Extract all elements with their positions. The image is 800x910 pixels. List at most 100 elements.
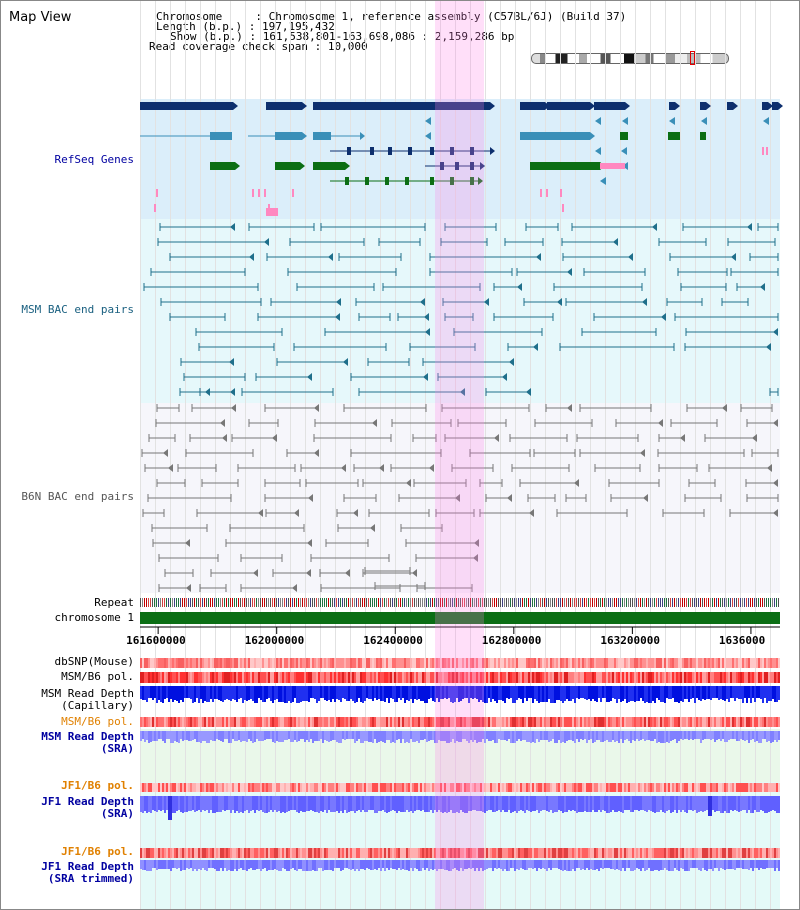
jf1-b6-pol-cell xyxy=(316,848,318,858)
msm-b6-pol-cell xyxy=(156,717,158,727)
msm-depth-cap-bar xyxy=(512,686,514,703)
jf1-depth-sra-bar xyxy=(600,796,602,812)
dbsnp-density-cell xyxy=(362,658,364,668)
repeat-mark xyxy=(258,598,259,607)
msm-b6-pol-cell xyxy=(554,717,556,727)
dbsnp-density-cell xyxy=(700,658,702,668)
msm-depth-cap-bar xyxy=(552,686,554,703)
msm-depth-cap-bar xyxy=(372,686,374,701)
chromosome-ideogram[interactable] xyxy=(531,53,729,64)
jf1-b6-pol-cell xyxy=(480,783,482,792)
dbsnp-density-cell xyxy=(280,658,282,668)
refseq-gene-exon xyxy=(530,162,600,170)
msm-depth-cap-bar xyxy=(768,686,770,701)
msm-depth-cap-bar xyxy=(292,686,294,702)
jf1-b6-pol-cell xyxy=(450,848,452,858)
dbsnp-density-cell xyxy=(420,658,422,668)
b6n-bac-pair-arrow xyxy=(455,494,460,502)
jf1-depth-trim-bar xyxy=(760,860,762,868)
msm-depth-sra-bar xyxy=(170,731,172,743)
jf1-b6-pol-cell xyxy=(596,848,598,858)
ideogram-position-marker[interactable] xyxy=(690,51,695,65)
msm-depth-cap-bar xyxy=(618,686,620,699)
repeat-mark xyxy=(380,598,381,607)
jf1-b6-pol-cell xyxy=(670,783,672,792)
selected-region-highlight[interactable] xyxy=(435,0,484,910)
jf1-b6-pol-cell xyxy=(180,848,182,858)
dbsnp-density-cell xyxy=(720,658,722,668)
jf1-depth-trim-bar xyxy=(690,860,692,868)
msm-depth-sra-bar xyxy=(290,731,292,742)
dbsnp-density-cell xyxy=(312,658,314,668)
msm-b6-pol-cell xyxy=(404,717,406,727)
msm-b6-pol-cell xyxy=(238,672,240,683)
dbsnp-density-cell xyxy=(466,658,468,668)
msm-b6-pol-cell xyxy=(362,672,364,683)
msm-depth-sra-bar xyxy=(608,731,610,742)
jf1-b6-pol-cell xyxy=(152,783,154,792)
jf1-b6-pol-cell xyxy=(162,848,164,858)
jf1-b6-pol-cell xyxy=(450,783,452,792)
msm-depth-sra-bar xyxy=(426,731,428,742)
msm-b6-pol-cell xyxy=(298,717,300,727)
msm-depth-sra-bar xyxy=(268,731,270,739)
jf1-b6-pol-cell xyxy=(610,783,612,792)
msm-depth-cap-bar xyxy=(628,686,630,702)
jf1-depth-trim-bar xyxy=(728,860,730,869)
jf1-depth-trim-bar xyxy=(716,860,718,868)
jf1-depth-sra-bar xyxy=(260,796,262,810)
msm-b6-pol-cell xyxy=(154,672,156,683)
msm-depth-cap-bar xyxy=(696,686,698,698)
jf1-b6-pol-cell xyxy=(390,783,392,792)
jf1-b6-pol-cell xyxy=(258,848,260,858)
msm-b6-pol-cell xyxy=(544,672,546,683)
msm-depth-cap-bar xyxy=(322,686,324,698)
msm-b6-pol-cell xyxy=(514,717,516,727)
msm-depth-cap-bar xyxy=(482,686,484,702)
refseq-gene-exon xyxy=(385,177,389,185)
msm-depth-cap-bar xyxy=(392,686,394,699)
msm-depth-cap-bar xyxy=(638,686,640,701)
msm-b6-pol-cell xyxy=(766,672,768,683)
jf1-depth-sra-bar xyxy=(330,796,332,812)
jf1-b6-pol-cell xyxy=(314,783,316,792)
dbsnp-density-cell xyxy=(336,658,338,668)
msm-depth-cap-bar xyxy=(484,686,486,703)
msm-b6-pol-cell xyxy=(504,672,506,683)
msm-depth-cap-bar xyxy=(436,686,438,698)
repeat-mark xyxy=(472,598,473,607)
jf1-depth-trim-bar xyxy=(158,860,160,869)
refseq-gene-exon xyxy=(430,177,434,185)
jf1-depth-trim-bar xyxy=(514,860,516,871)
jf1-depth-trim-bar xyxy=(308,860,310,871)
jf1-b6-pol-cell xyxy=(142,848,144,858)
jf1-depth-sra-bar xyxy=(384,796,386,812)
jf1-depth-trim-bar xyxy=(414,860,416,868)
msm-b6-pol-cell xyxy=(168,672,170,683)
axis-tick-label: 162400000 xyxy=(363,634,423,647)
msm-b6-pol-cell xyxy=(424,717,426,727)
msm-b6-pol-cell xyxy=(266,717,268,727)
msm-depth-sra-bar xyxy=(736,731,738,741)
msm-b6-pol-cell xyxy=(528,672,530,683)
msm-b6-pol-cell xyxy=(694,672,696,683)
jf1-depth-trim-bar xyxy=(324,860,326,870)
refseq-gene-arrow xyxy=(622,117,628,125)
msm-b6-pol-cell xyxy=(208,717,210,727)
jf1-b6-pol-cell xyxy=(618,783,620,792)
msm-b6-pol-cell xyxy=(492,672,494,683)
jf1-depth-sra-bar xyxy=(516,796,518,813)
jf1-b6-pol-cell xyxy=(582,783,584,792)
jf1-depth-trim-bar xyxy=(768,860,770,868)
jf1-depth-sra-bar xyxy=(454,796,456,813)
dbsnp-density-cell xyxy=(668,658,670,668)
msm-b6-pol-cell xyxy=(444,717,446,727)
msm-b6-pol-cell xyxy=(646,672,648,683)
msm-depth-cap-bar xyxy=(342,686,344,698)
msm-depth-sra-bar xyxy=(522,731,524,740)
msm-depth-cap-bar xyxy=(674,686,676,702)
jf1-b6-pol-cell xyxy=(642,783,644,792)
jf1-b6-pol-cell xyxy=(380,783,382,792)
dbsnp-density-cell xyxy=(696,658,698,668)
